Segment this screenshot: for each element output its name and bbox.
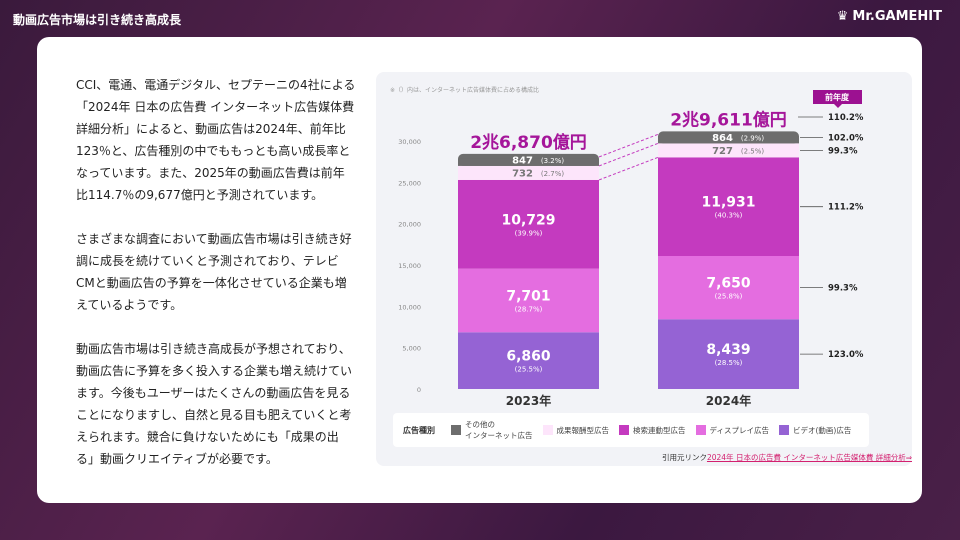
data-label: 10,729: [501, 212, 555, 228]
total-label: 2兆9,611億円: [670, 109, 787, 130]
share-label: (3.2%): [541, 157, 565, 165]
legend-swatch: [695, 425, 706, 435]
share-label: (2.9%): [741, 134, 765, 142]
y-tick-label: 30,000: [398, 138, 421, 146]
data-label: 11,931: [701, 195, 755, 211]
connector-line: [598, 133, 659, 158]
bar-segment: [658, 136, 799, 144]
share-label: (28.5%): [715, 359, 743, 367]
y-tick-label: 0: [417, 386, 421, 394]
data-label: 7,701: [506, 288, 550, 304]
share-label: (28.7%): [515, 305, 543, 313]
source: 引用元リンク2024年 日本の広告費 インターネット広告媒体費 詳細分析⇒: [661, 453, 912, 462]
bar-segment: [658, 255, 799, 320]
paragraph: 動画広告市場は引き続き高成長が予想されており、動画広告に予算を多く投入する企業も…: [76, 342, 353, 466]
legend-item-search: 検索連動型広告: [619, 425, 686, 436]
yoy-label: 99.3%: [828, 284, 858, 294]
y-tick-label: 20,000: [398, 221, 421, 229]
data-label: 7,650: [706, 276, 751, 292]
bar-segment: [658, 157, 799, 256]
bar-segment: [458, 179, 599, 269]
yoy-label: 102.0%: [828, 133, 864, 143]
share-label: (2.5%): [741, 147, 765, 155]
share-label: (25.8%): [715, 293, 743, 301]
body-text: CCI、電通、電通デジタル、セプテーニの4社による「2024年 日本の広告費 イ…: [76, 74, 356, 492]
x-tick-label: 2024年: [706, 393, 751, 408]
logo-icon: ♛: [836, 9, 849, 24]
legend-swatch: [778, 425, 789, 435]
legend: 広告種別 その他の インターネット広告 成果報酬型広告 検索連動型広告 ディスプ…: [393, 413, 869, 447]
data-label: 727: [712, 146, 733, 157]
data-label: 864: [712, 133, 733, 144]
share-label: (25.5%): [515, 366, 543, 374]
chart-note: ※（）内は、インターネット広告媒体費に占める構成比: [390, 86, 539, 94]
y-tick-label: 25,000: [398, 179, 421, 187]
connector-line: [598, 142, 659, 167]
y-tick-label: 5,000: [402, 345, 421, 353]
legend-swatch: [619, 425, 629, 435]
bar-segment: [458, 158, 599, 166]
paragraph: さまざまな調査において動画広告市場は引き続き好調に成長を続けていくと予測されてお…: [76, 232, 352, 312]
data-label: 8,439: [706, 342, 750, 358]
bar-segment: [458, 332, 599, 389]
legend-item-performance: 成果報酬型広告: [542, 425, 609, 436]
y-tick-label: 15,000: [398, 262, 421, 270]
yoy-label: 99.3%: [828, 146, 858, 156]
yoy-label: 111.2%: [828, 203, 864, 213]
data-label: 6,860: [506, 349, 551, 365]
legend-item-other: その他の インターネット広告: [451, 419, 533, 441]
data-label: 732: [512, 168, 533, 179]
bar-segment: [458, 268, 599, 333]
yoy-label: 123.0%: [828, 350, 864, 360]
bar-segment: [658, 319, 799, 389]
share-label: (40.3%): [715, 212, 743, 220]
bar-segment: [458, 165, 599, 180]
yoy-label: 110.2%: [828, 113, 864, 123]
yoy-header: 前年度: [825, 92, 850, 102]
share-label: (39.9%): [515, 229, 543, 237]
paragraph: CCI、電通、電通デジタル、セプテーニの4社による「2024年 日本の広告費 イ…: [76, 78, 356, 202]
yoy-header-pointer: [834, 104, 842, 108]
legend-title: 広告種別: [403, 425, 435, 435]
yoy-header-bg: [813, 90, 862, 104]
data-label: 847: [512, 155, 533, 166]
legend-swatch: [451, 425, 461, 435]
legend-item-video: ビデオ(動画)広告: [778, 425, 851, 436]
page-title: 動画広告市場は引き続き高成長: [13, 13, 182, 27]
bar-segment: [658, 143, 799, 158]
logo: ♛ Mr.GAMEHIT: [836, 9, 942, 24]
x-tick-label: 2023年: [506, 393, 551, 408]
share-label: (2.7%): [541, 170, 565, 178]
connector-line: [598, 156, 659, 181]
legend-item-display: ディスプレイ広告: [695, 425, 769, 436]
y-tick-label: 10,000: [398, 303, 421, 311]
total-label: 2兆6,870億円: [470, 132, 587, 153]
source-link[interactable]: 2024年 日本の広告費 インターネット広告媒体費 詳細分析⇒: [706, 453, 912, 462]
legend-swatch: [542, 425, 553, 435]
